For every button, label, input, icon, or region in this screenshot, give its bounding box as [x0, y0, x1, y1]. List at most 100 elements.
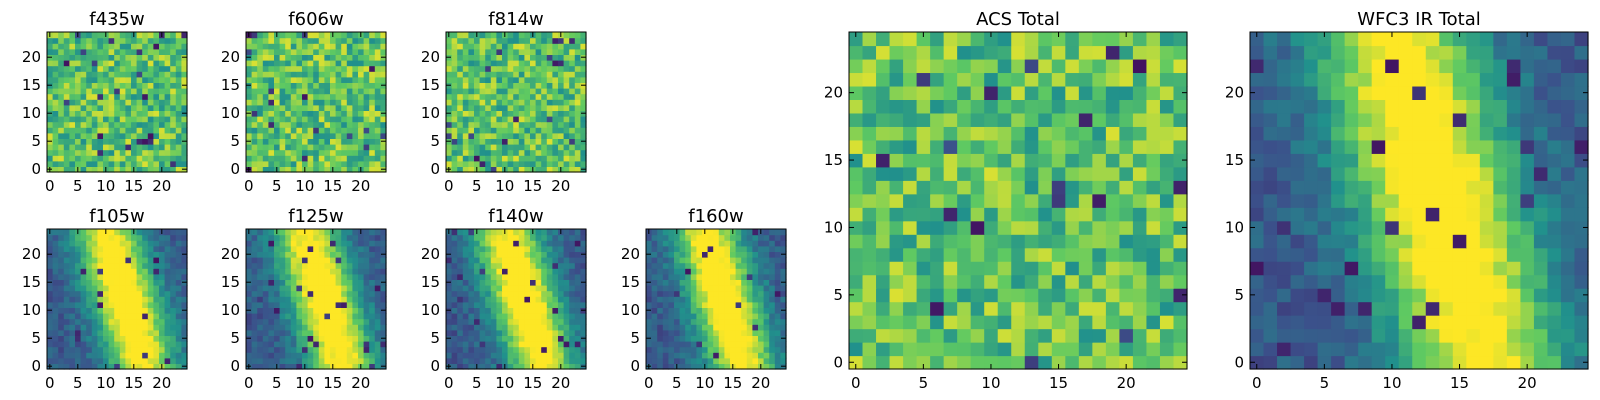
heatmap-cell [324, 71, 331, 78]
heatmap-cell [274, 285, 281, 292]
heatmap-cell [468, 32, 475, 39]
heatmap-cell [296, 54, 303, 61]
heatmap-cell [916, 274, 931, 289]
heatmap-cell [363, 279, 370, 286]
heatmap-cell [346, 65, 353, 72]
heatmap-cell [862, 207, 877, 222]
heatmap-cell [153, 307, 160, 314]
heatmap-cell [302, 318, 309, 325]
heatmap-cell [524, 48, 531, 55]
heatmap-cell [170, 71, 177, 78]
heatmap-cell [752, 301, 759, 308]
heatmap-cell [142, 82, 149, 89]
heatmap-cell [103, 82, 110, 89]
heatmap-cell [1119, 261, 1134, 276]
heatmap-cell [274, 144, 281, 151]
heatmap-cell [741, 285, 748, 292]
heatmap-cell [52, 296, 59, 303]
heatmap-cell [181, 229, 188, 236]
heatmap-cell [131, 301, 138, 308]
heatmap-cell [285, 32, 292, 39]
heatmap-cell [763, 268, 770, 275]
heatmap-cell [1173, 315, 1188, 330]
heatmap-cell [274, 296, 281, 303]
heatmap-cell [741, 301, 748, 308]
heatmap-cell [251, 268, 258, 275]
heatmap-cell [164, 144, 171, 151]
heatmap-cell [485, 127, 492, 134]
heatmap-cell [563, 110, 570, 117]
heatmap-cell [380, 257, 387, 264]
heatmap-cell [91, 245, 98, 252]
heatmap-cell [153, 251, 160, 258]
heatmap-cell [718, 234, 725, 241]
heatmap-cell [518, 71, 525, 78]
heatmap-cell [346, 99, 353, 106]
heatmap-cell [274, 307, 281, 314]
heatmap-cell [346, 155, 353, 162]
heatmap-cell [490, 76, 497, 83]
heatmap-cell [313, 138, 320, 145]
heatmap-cell [502, 352, 509, 359]
heatmap-cell [164, 290, 171, 297]
heatmap-cell [302, 301, 309, 308]
heatmap-cell [318, 32, 325, 39]
heatmap-cell [69, 285, 76, 292]
heatmap-cell [530, 335, 537, 342]
heatmap-cell [674, 262, 681, 269]
heatmap-cell [552, 104, 559, 111]
heatmap-cell [1051, 220, 1066, 235]
heatmap-cell [1159, 220, 1175, 235]
heatmap-cell [758, 318, 765, 325]
heatmap-cell [108, 257, 115, 264]
heatmap-cell [58, 82, 65, 89]
heatmap-cell [296, 88, 303, 95]
heatmap-cell [86, 110, 93, 117]
heatmap-cell [374, 132, 381, 139]
heatmap-cell [103, 251, 110, 258]
heatmap-cell [530, 54, 537, 61]
heatmap-cell [290, 268, 297, 275]
heatmap-cell [468, 245, 475, 252]
heatmap-cell [462, 341, 469, 348]
heatmap-cell [502, 132, 509, 139]
heatmap-cell [446, 93, 453, 100]
heatmap-cell [335, 138, 342, 145]
heatmap-cell [75, 127, 82, 134]
heatmap-cell [724, 262, 731, 269]
heatmap-cell [125, 273, 132, 280]
heatmap-cell [468, 43, 475, 50]
heatmap-cell [724, 301, 731, 308]
heatmap-cell [108, 335, 115, 342]
heatmap-cell [324, 65, 331, 72]
heatmap-cell [479, 257, 486, 264]
heatmap-cell [569, 313, 576, 320]
heatmap-cell [80, 324, 87, 331]
heatmap-cell [285, 149, 292, 156]
heatmap-cell [1011, 180, 1026, 195]
heatmap-cell [563, 54, 570, 61]
heatmap-cell [558, 307, 565, 314]
heatmap-cell [58, 104, 65, 111]
heatmap-cell [80, 262, 87, 269]
heatmap-cell [153, 138, 160, 145]
heatmap-cell [374, 229, 381, 236]
heatmap-cell [558, 88, 565, 95]
heatmap-cell [535, 160, 542, 167]
heatmap-cell [91, 160, 98, 167]
heatmap-cell [502, 234, 509, 241]
heatmap-cell [91, 273, 98, 280]
heatmap-cell [696, 363, 703, 370]
heatmap-cell [535, 99, 542, 106]
heatmap-cell [86, 99, 93, 106]
heatmap-cell [63, 43, 70, 50]
heatmap-cell [164, 37, 171, 44]
heatmap-cell [363, 132, 370, 139]
heatmap-cell [774, 346, 781, 353]
heatmap-cell [730, 290, 737, 297]
heatmap-cell [257, 307, 264, 314]
heatmap-cell [552, 234, 559, 241]
y-tick-label: 15 [22, 273, 41, 291]
heatmap-cell [696, 285, 703, 292]
heatmap-cell [369, 273, 376, 280]
